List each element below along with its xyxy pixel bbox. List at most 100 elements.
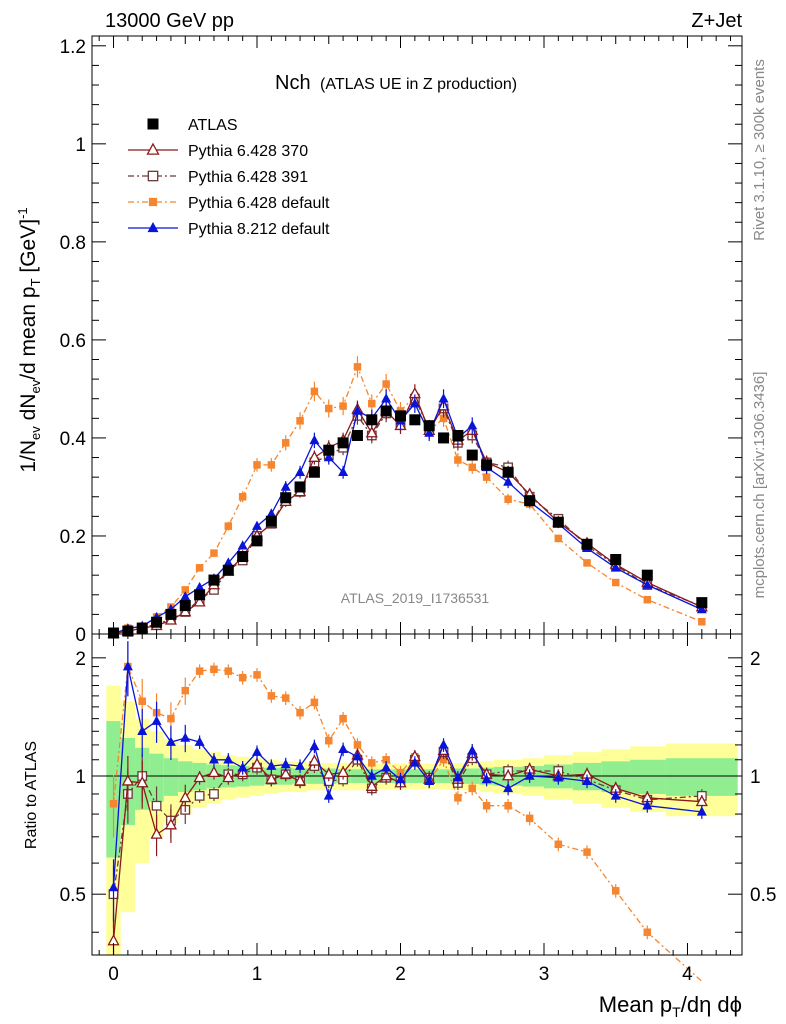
data-point [424,427,435,437]
ratio-point [395,773,406,784]
ratio-point [222,770,235,783]
legend-marker [147,170,159,182]
data-point [409,414,421,426]
process-label: Z+Jet [691,10,742,32]
ratio-point [280,758,291,769]
ratio-point [642,800,653,810]
ratio-point [237,762,248,772]
ratio-point [339,714,347,723]
band-inner-bin [630,759,666,794]
ylabel-prefix: 1/N [17,440,40,473]
data-point [338,466,349,476]
legend-label: Pythia 6.428 370 [188,143,308,160]
ratio-point [295,760,306,770]
data-point [611,578,620,587]
data-point [310,387,319,396]
data-point [267,461,276,469]
band-inner-bin [163,758,179,796]
data-point [698,617,706,626]
ratio-point [224,667,233,675]
data-point [337,437,349,449]
data-point [468,463,476,472]
band-inner-bin [149,753,164,802]
ratio-point [223,754,234,764]
data-point [610,553,622,565]
ratio-point [136,776,149,788]
data-point [237,551,249,563]
ratio-point [365,779,378,791]
y-tick-label: 0.8 [60,233,86,254]
data-point [308,466,320,478]
ratio-point [250,757,264,769]
data-point [502,466,514,478]
ratio-point [503,782,514,793]
ratio-y-tick-label-right: 2 [750,649,761,670]
data-point [253,461,261,469]
ratio-point [481,773,492,784]
legend-label: Pythia 6.428 default [188,195,330,212]
ratio-point [252,746,263,756]
ratio-point [424,775,435,785]
y-tick-label: 0.6 [60,331,86,352]
data-point [238,493,247,501]
data-point [423,420,435,432]
xlabel-prefix: Mean p [599,992,672,1017]
ratio-y-tick-label-left: 0.5 [60,885,86,906]
data-point [151,616,163,628]
data-point [210,549,218,557]
ratio-point [467,745,478,755]
ratio-point [611,887,620,895]
ratio-point [322,767,335,779]
ratio-point [195,667,204,675]
ratio-point [253,671,261,679]
mcplots-label: mcplots.cern.ch [arXiv:1306.3436] [751,372,768,599]
data-point [224,522,233,530]
legend-entry: Pythia 6.428 default [128,195,330,212]
data-point [194,581,205,592]
ratio-point [643,928,652,936]
ratio-point [438,739,449,749]
plot-title-sub: (ATLAS UE in Z production) [320,76,517,93]
data-point [352,405,363,415]
svg-text:1/Nev dNev/d mean pT [GeV]-1: 1/Nev dNev/d mean pT [GeV]-1 [15,207,43,472]
ratio-point [193,770,206,783]
ratio-point [323,790,334,800]
ratio-point [381,762,392,772]
legend-marker [147,221,159,233]
xlabel: Mean pT/dη dϕ [599,992,742,1020]
data-point [503,476,514,486]
legend: ATLAS Pythia 6.428 370 Pythia 6.428 391 Pyt… [128,117,330,238]
ratio-point [194,790,205,801]
ratio-point [121,774,134,786]
ratio-point [179,790,192,803]
data-point [280,492,292,504]
ratio-point [325,736,333,745]
data-point [482,473,491,481]
data-point [266,508,277,518]
data-point [280,481,291,491]
data-point [552,516,564,528]
ratio-point [337,765,350,778]
legend-marker [148,197,158,207]
ratio-point [296,708,304,717]
data-point [325,404,333,413]
data-point [382,380,390,388]
ratio-point [293,774,307,786]
ratio-line [112,750,702,895]
data-point [696,603,707,614]
top-panel-series [107,356,708,639]
ratio-point [504,801,512,810]
legend-marker [146,142,160,155]
ratio-point [452,772,463,782]
ratio-point [109,799,118,808]
ratio-point [108,882,119,892]
data-point [381,393,392,403]
series-line [113,365,703,634]
ratio-point [610,790,621,800]
data-point [581,538,593,550]
ratio-ylabel: Ratio to ATLAS [23,741,40,849]
data-point [524,495,536,507]
ratio-point [353,741,362,749]
ratio-line [112,666,702,888]
ratio-point [482,801,491,810]
